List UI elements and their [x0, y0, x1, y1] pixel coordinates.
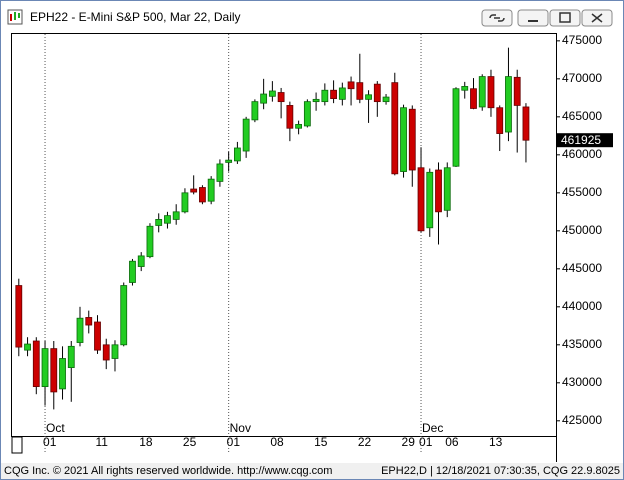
- month-label: Nov: [230, 421, 251, 435]
- y-tick-label: 475000: [562, 33, 602, 47]
- x-tick-label: 08: [270, 435, 284, 449]
- y-tick-label: 470000: [562, 71, 602, 85]
- y-tick-label: 455000: [562, 185, 602, 199]
- candle-body: [478, 76, 486, 108]
- candle-body: [487, 76, 495, 109]
- y-tick-label: 445000: [562, 261, 602, 275]
- candle-body: [277, 92, 285, 103]
- window-title: EPH22 - E-Mini S&P 500, Mar 22, Daily: [30, 10, 241, 24]
- candle-body: [172, 211, 180, 220]
- window-buttons[interactable]: [481, 9, 613, 27]
- candle-body: [233, 147, 241, 162]
- x-tick-label: 25: [183, 435, 197, 449]
- last-price-box: [557, 133, 613, 148]
- x-tick-label: 29: [402, 435, 416, 449]
- candle-body: [505, 76, 512, 133]
- candle-body: [461, 86, 469, 91]
- candle-body: [356, 82, 364, 100]
- footer-left: CQG Inc. © 2021 All rights reserved worl…: [4, 465, 332, 477]
- candle-body: [312, 98, 320, 103]
- candle-body: [137, 255, 145, 267]
- minimize-button[interactable]: [517, 9, 549, 27]
- candle-body: [181, 192, 189, 213]
- x-tick-label: 01: [43, 435, 57, 449]
- x-tick-label: 15: [314, 435, 328, 449]
- candle-body: [32, 340, 40, 388]
- x-tick-label: 18: [139, 435, 153, 449]
- month-label: Dec: [422, 421, 443, 435]
- y-tick-label: 450000: [562, 223, 602, 237]
- last-price-label: 461925: [561, 133, 601, 147]
- candle-body: [365, 94, 372, 100]
- candle-body: [338, 87, 346, 100]
- candle-body: [330, 89, 337, 99]
- month-label: Oct: [46, 421, 65, 435]
- candle-body: [85, 317, 93, 326]
- candle-body: [400, 107, 407, 172]
- candle-body: [373, 83, 381, 103]
- y-tick-label: 435000: [562, 337, 602, 351]
- candle-body: [129, 260, 136, 283]
- candle-body: [452, 88, 460, 167]
- x-tick-label: 06: [445, 435, 459, 449]
- candle-body: [146, 225, 154, 258]
- candle-body: [155, 219, 163, 226]
- candle-body: [382, 96, 390, 103]
- candle-body: [268, 90, 276, 97]
- y-tick-label: 465000: [562, 109, 602, 123]
- candle-body: [242, 118, 250, 152]
- y-tick-label: 440000: [562, 299, 602, 313]
- candle-body: [164, 215, 171, 224]
- app-icon: [7, 9, 23, 25]
- y-tick-label: 430000: [562, 375, 602, 389]
- x-tick-label: 11: [95, 435, 108, 449]
- candle-body: [199, 187, 206, 203]
- candle-body: [67, 345, 75, 369]
- candle-body: [120, 285, 128, 346]
- footer-bar: [1, 463, 623, 479]
- candle-body: [321, 89, 329, 103]
- y-tick-label: 425000: [562, 413, 602, 427]
- candle-body: [94, 321, 101, 351]
- candle-body: [286, 105, 294, 129]
- y-tick-label: 460000: [562, 147, 602, 161]
- candle-body: [303, 101, 311, 127]
- candle-body: [417, 167, 425, 232]
- maximize-button[interactable]: [549, 9, 581, 27]
- candle-body: [207, 178, 215, 202]
- candle-body: [426, 171, 434, 229]
- candle-body: [76, 317, 84, 343]
- footer-right: EPH22,D | 12/18/2021 07:30:35, CQG 22.9.…: [381, 465, 620, 477]
- candle-body: [347, 81, 355, 90]
- candle-body: [102, 344, 110, 361]
- candle-body: [59, 358, 66, 390]
- candle-body: [15, 285, 23, 348]
- candle-body: [513, 76, 521, 106]
- candle-body: [496, 107, 504, 134]
- candle-body: [216, 163, 224, 182]
- candle-body: [225, 159, 233, 163]
- x-tick-label: 01: [419, 435, 433, 449]
- candle-body: [443, 167, 451, 211]
- x-tick-label: 22: [358, 435, 372, 449]
- candle-body: [41, 348, 49, 388]
- candle-body: [251, 101, 259, 121]
- x-tick-label: 01: [227, 435, 241, 449]
- candle-body: [408, 108, 416, 171]
- candle-body: [190, 188, 198, 193]
- candle-body: [24, 343, 31, 351]
- candle-body: [391, 82, 399, 175]
- x-tick-label: 13: [489, 435, 503, 449]
- candle-body: [111, 344, 119, 359]
- candle-body: [522, 106, 530, 141]
- candle-body: [470, 88, 477, 109]
- candle-body: [295, 124, 303, 129]
- candle-body: [435, 169, 442, 213]
- scroll-box[interactable]: [11, 436, 23, 454]
- candle-body: [50, 348, 58, 393]
- candle-body: [260, 93, 268, 104]
